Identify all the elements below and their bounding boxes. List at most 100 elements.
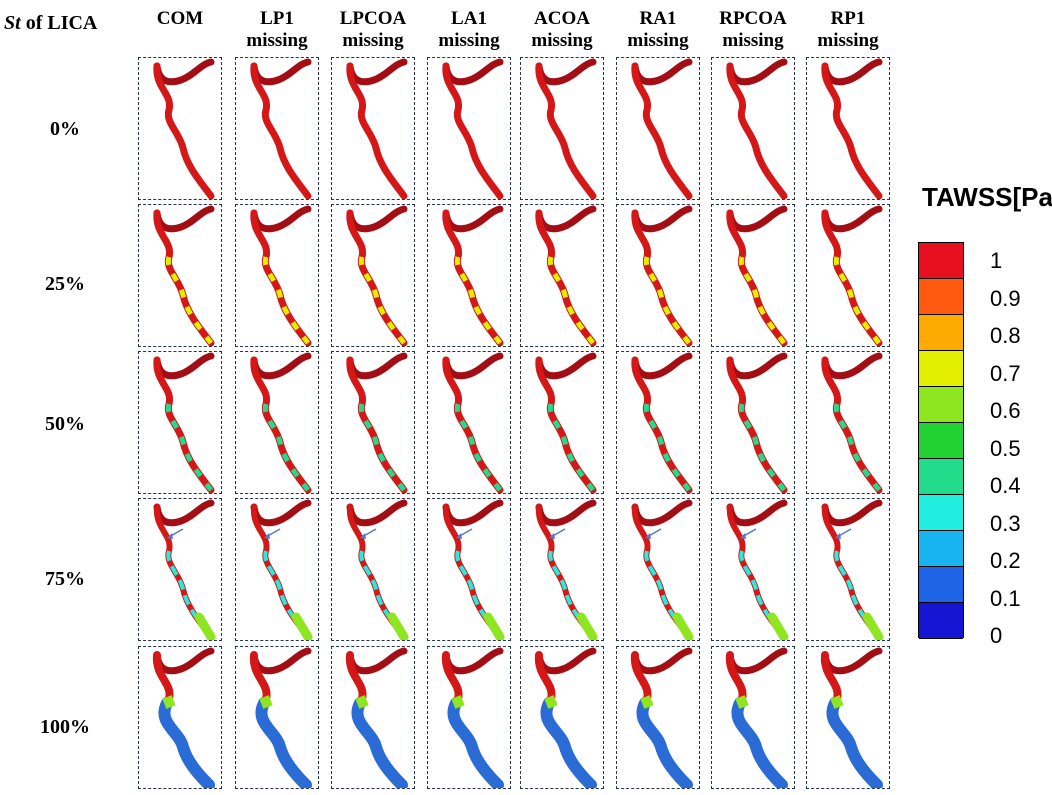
shear-transition-band (735, 695, 749, 709)
vessel-panel (427, 57, 511, 200)
artery-upper-segment (346, 205, 408, 233)
artery-model (821, 352, 883, 493)
vessel-panel (806, 57, 890, 200)
artery-upper-segment (631, 352, 693, 380)
artery-upper-segment (346, 352, 408, 380)
stenosis-corner-label: St of LICA (4, 12, 98, 34)
vessel-panel (331, 351, 415, 494)
artery-model (153, 205, 215, 346)
artery-model (630, 647, 693, 788)
artery-upper-segment (250, 499, 312, 527)
artery-model (250, 352, 312, 493)
vessel-panel (427, 498, 511, 641)
colorbar-tick-label: 0.4 (990, 473, 1021, 498)
artery-model (631, 58, 693, 199)
artery-model (726, 58, 788, 199)
artery-model (153, 58, 215, 199)
colorbar-swatch (919, 423, 963, 459)
vessel-panel (331, 204, 415, 347)
vessel-panel (138, 351, 222, 494)
vessel-panel (235, 646, 319, 789)
artery-model (442, 58, 504, 199)
colorbar-tick-label: 0.5 (990, 435, 1021, 461)
artery-low-shear-segment (255, 697, 312, 788)
colorbar-tick-label: 0.1 (990, 585, 1021, 611)
row-label: 50% (45, 413, 85, 435)
column-header-line: RPCOA (719, 8, 787, 29)
artery-distal-segment (483, 612, 505, 640)
artery-distal-segment (862, 612, 884, 640)
annotation-arrowhead (167, 533, 173, 539)
colorbar-swatch (919, 531, 963, 567)
artery-upper-segment (345, 651, 367, 703)
artery-shear-pattern (454, 403, 502, 492)
artery-upper-segment (442, 205, 504, 233)
artery-lower-segment (631, 356, 693, 493)
vessel-panel (616, 204, 700, 347)
vessel-panel (616, 57, 700, 200)
vessel-panel (616, 351, 700, 494)
colorbar-swatch (919, 279, 963, 315)
column-header-line: missing (531, 30, 593, 51)
artery-shear-pattern (358, 403, 406, 492)
vessel-panel (806, 646, 890, 789)
artery-model (249, 647, 312, 788)
vessel-panel (427, 646, 511, 789)
shear-transition-band (355, 695, 369, 709)
colorbar-tick-label: 0.7 (990, 360, 1021, 386)
artery-upper-segment (250, 647, 312, 675)
artery-model (442, 352, 504, 493)
vessel-panel (235, 351, 319, 494)
artery-shear-pattern (165, 256, 213, 345)
artery-upper-segment (631, 58, 693, 86)
artery-upper-segment (153, 647, 215, 675)
vessel-panel (331, 498, 415, 641)
colorbar-tick-label: 0.9 (990, 285, 1021, 311)
vessel-panel (331, 646, 415, 789)
artery-upper-segment (535, 499, 597, 527)
artery-model (631, 205, 693, 346)
artery-upper-segment (726, 205, 788, 233)
column-header-line: missing (246, 30, 308, 51)
artery-upper-segment (152, 651, 174, 703)
row-label: 100% (40, 716, 90, 738)
artery-shear-pattern (262, 256, 310, 345)
colorbar-swatch (919, 603, 963, 639)
artery-lower-segment (442, 356, 504, 493)
artery-upper-segment (249, 651, 271, 703)
artery-lower-segment (821, 62, 883, 199)
column-header-line: RP1 (830, 8, 866, 29)
vessel-panel (806, 498, 890, 641)
artery-upper-segment (441, 651, 463, 703)
column-header-line: ACOA (534, 8, 590, 29)
artery-shear-pattern (738, 256, 786, 345)
artery-upper-segment (346, 499, 408, 527)
artery-upper-segment (153, 58, 215, 86)
artery-upper-segment (442, 58, 504, 86)
artery-model (441, 647, 504, 788)
artery-upper-segment (535, 58, 597, 86)
shear-transition-band (544, 695, 558, 709)
vessel-panel (616, 646, 700, 789)
artery-model (726, 205, 788, 346)
artery-low-shear-segment (636, 697, 693, 788)
column-header-line: LA1 (451, 8, 487, 29)
artery-shear-pattern (547, 403, 595, 492)
artery-upper-segment (725, 651, 747, 703)
artery-lower-segment (442, 62, 504, 199)
artery-upper-segment (726, 499, 788, 527)
artery-distal-segment (672, 612, 694, 640)
artery-lower-segment (153, 209, 215, 346)
artery-model (153, 499, 216, 640)
colorbar-swatch (919, 567, 963, 603)
shear-transition-band (640, 695, 654, 709)
artery-model (631, 352, 693, 493)
vessel-panel (235, 57, 319, 200)
colorbar-tick-label: 0.2 (990, 548, 1021, 573)
column-header-line: missing (817, 30, 879, 51)
artery-upper-segment (630, 651, 652, 703)
artery-distal-segment (291, 612, 313, 640)
colorbar-swatch (919, 495, 963, 531)
artery-model (345, 647, 408, 788)
artery-upper-segment (153, 352, 215, 380)
